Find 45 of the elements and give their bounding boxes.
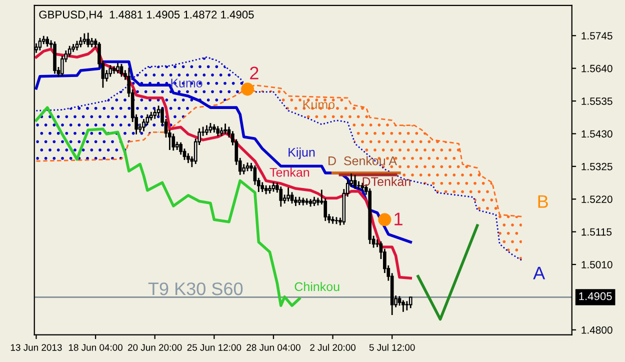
y-tick-label: 1.5010 xyxy=(582,260,612,268)
candlestick xyxy=(353,175,357,189)
annotation: Kumo xyxy=(303,100,335,109)
candlestick xyxy=(357,181,360,190)
y-tick-label: 1.5535 xyxy=(582,98,612,105)
candlestick xyxy=(172,134,176,151)
candlestick xyxy=(279,186,283,207)
candlestick xyxy=(408,296,412,308)
x-tick-label: 20 Jun 20:00 xyxy=(128,344,182,351)
candlestick xyxy=(331,216,334,224)
candlestick xyxy=(86,32,90,48)
y-tick-label: 1.5640 xyxy=(582,64,612,72)
annotation: B xyxy=(538,195,548,208)
line-series xyxy=(36,56,523,262)
x-tick-label: 2 Jul 20:00 xyxy=(310,344,356,351)
candlestick xyxy=(120,64,124,77)
candlestick xyxy=(82,33,86,44)
annotation: DTenkan xyxy=(362,176,410,186)
y-tick-label: 1.5115 xyxy=(582,228,612,236)
x-tick-label: 25 Jun 12:00 xyxy=(187,344,242,351)
annotation: Tenkan xyxy=(270,168,310,177)
annotation: 2 xyxy=(250,66,258,80)
candlestick xyxy=(286,188,290,202)
y-tick-label: 1.5325 xyxy=(582,162,612,170)
annotation: Kumo xyxy=(171,78,202,88)
annotation: T9 K30 S60 xyxy=(148,282,243,296)
y-tick-label: 1.5430 xyxy=(582,130,612,138)
x-tick-label: 5 Jul 12:00 xyxy=(369,344,415,351)
candlestick xyxy=(116,62,120,74)
candlestick xyxy=(402,300,405,312)
y-tick-label: 1.4800 xyxy=(582,326,612,334)
x-tick-label: 28 Jun 04:00 xyxy=(246,344,300,351)
annotation: 1 xyxy=(394,212,402,226)
y-tick-label: 1.5220 xyxy=(582,196,612,203)
candlestick xyxy=(224,124,227,134)
chart-title: GBPUSD,H4 1.4881 1.4905 1.4872 1.4905 xyxy=(39,10,254,20)
y-tick-label: 1.5745 xyxy=(582,32,612,40)
ref-line-label: 1.4905 xyxy=(579,292,612,300)
x-tick-label: 13 Jun 2013 xyxy=(10,344,62,351)
annotation: Chinkou xyxy=(294,282,340,292)
annotation: A xyxy=(533,266,546,280)
candlestick xyxy=(38,38,42,50)
annotation: D Senkou A xyxy=(328,156,397,166)
annotation: Kijun xyxy=(288,148,315,160)
x-tick-label: 18 Jun 04:00 xyxy=(68,344,122,351)
